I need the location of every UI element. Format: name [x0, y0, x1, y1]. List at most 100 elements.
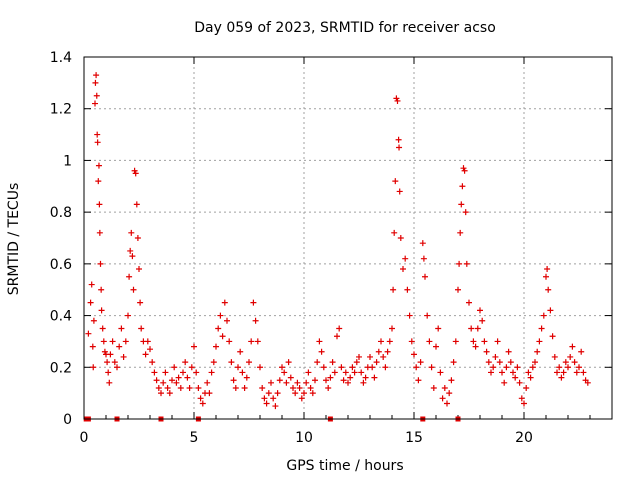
data-point [215, 325, 222, 332]
data-point [380, 353, 387, 360]
data-point [400, 266, 406, 273]
data-point [554, 369, 560, 376]
data-point [144, 338, 151, 345]
data-point [180, 369, 186, 376]
data-point [325, 384, 332, 391]
data-point [336, 325, 343, 332]
data-point [116, 343, 123, 350]
x-tick-label: 5 [190, 430, 199, 446]
data-point [318, 348, 325, 355]
data-point [89, 343, 96, 350]
data-point [303, 379, 310, 386]
data-point [452, 338, 459, 345]
data-point [378, 338, 384, 345]
y-tick-label: 0.4 [50, 309, 72, 325]
data-point [128, 229, 135, 236]
data-point [204, 379, 211, 386]
data-point [518, 395, 525, 402]
data-point [184, 374, 191, 381]
data-point [99, 325, 106, 332]
data-point [331, 369, 338, 376]
data-point [90, 317, 97, 324]
y-tick-label: 1 [63, 153, 72, 169]
data-point [408, 338, 415, 345]
data-point [95, 162, 102, 169]
data-point [510, 369, 516, 376]
data-point [514, 364, 521, 371]
data-point [481, 338, 488, 345]
data-point [512, 374, 519, 381]
data-point [444, 400, 450, 407]
data-point [406, 312, 413, 319]
data-point [369, 364, 376, 371]
data-point [536, 338, 543, 345]
data-point [470, 338, 477, 345]
data-point [296, 384, 303, 391]
data-point [232, 384, 239, 391]
data-point [479, 317, 486, 324]
data-point [351, 369, 358, 376]
data-point [567, 353, 574, 360]
data-point [292, 390, 299, 397]
data-point [466, 299, 472, 306]
data-point [243, 374, 250, 381]
data-point [456, 260, 463, 267]
data-point [153, 377, 160, 384]
data-point [360, 379, 367, 386]
data-point [239, 369, 246, 376]
data-point [375, 348, 382, 355]
y-tick-label: 0 [63, 412, 72, 428]
data-point [367, 353, 373, 360]
data-point [441, 384, 448, 391]
data-point [312, 377, 318, 384]
data-point [217, 312, 224, 319]
data-point [428, 364, 435, 371]
data-point [424, 312, 431, 319]
data-point [461, 167, 468, 174]
data-point [97, 260, 104, 267]
data-point [543, 273, 549, 280]
data-point [250, 299, 257, 306]
data-point [413, 364, 420, 371]
data-point [474, 325, 481, 332]
data-point [169, 377, 175, 384]
y-axis-label: SRMTID / TECUs [6, 183, 22, 296]
data-point [371, 374, 378, 381]
chart-title: Day 059 of 2023, SRMTID for receiver acs… [194, 20, 496, 36]
data-point [544, 266, 551, 273]
data-point [415, 377, 422, 384]
data-point [257, 364, 263, 371]
data-point [104, 359, 111, 366]
data-point [149, 359, 156, 366]
data-point [136, 266, 142, 273]
data-point [270, 395, 277, 402]
y-tick-label: 1.4 [50, 50, 72, 66]
x-tick-label: 20 [515, 430, 533, 446]
data-point [142, 351, 149, 358]
data-point [118, 325, 125, 332]
data-point [426, 338, 433, 345]
data-point [505, 348, 512, 355]
data-point [477, 307, 483, 314]
data-point [96, 201, 103, 208]
data-point [85, 330, 92, 337]
x-tick-label: 15 [405, 430, 423, 446]
data-point [132, 170, 139, 177]
data-point [107, 351, 114, 358]
data-point [95, 178, 102, 185]
data-point [580, 369, 587, 376]
data-point [494, 338, 501, 345]
data-point [540, 312, 547, 319]
data-point [213, 343, 219, 350]
data-point [386, 338, 393, 345]
data-point [492, 353, 499, 360]
data-point [560, 369, 567, 376]
data-point [164, 384, 171, 391]
data-point [276, 377, 283, 384]
data-point [314, 359, 321, 366]
data-point [419, 240, 426, 247]
data-point [94, 131, 101, 138]
data-point [171, 364, 178, 371]
data-point [334, 333, 340, 340]
